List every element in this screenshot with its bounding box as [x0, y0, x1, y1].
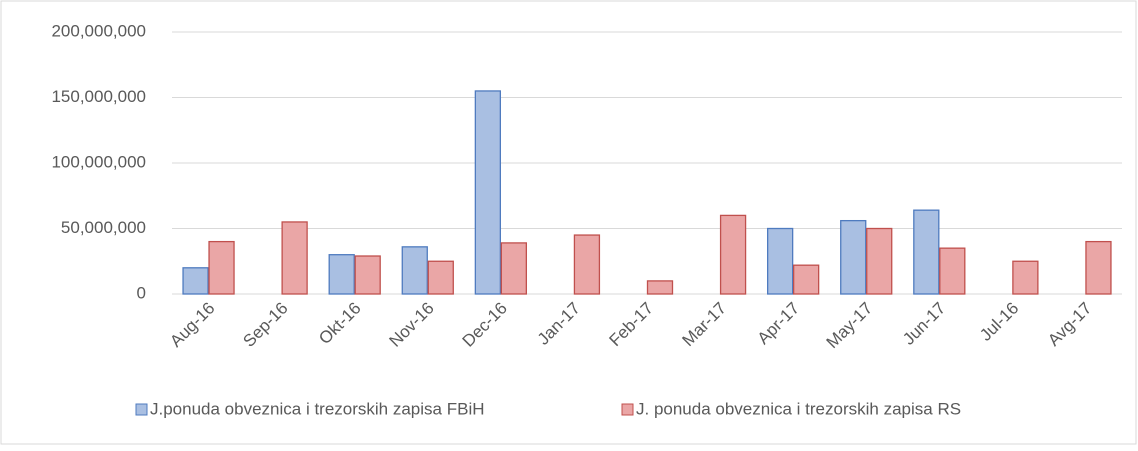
bar — [719, 214, 747, 295]
bar — [840, 219, 867, 295]
legend-label: J. ponuda obveznica i trezorskih zapisa … — [636, 399, 961, 418]
bar — [208, 240, 235, 295]
bar — [1012, 260, 1039, 295]
y-tick-label: 50,000,000 — [61, 218, 146, 237]
bar — [182, 267, 209, 295]
bar — [500, 242, 527, 295]
y-tick-label: 100,000,000 — [51, 152, 146, 171]
y-tick-label: 200,000,000 — [51, 21, 146, 40]
bar — [427, 260, 454, 295]
y-tick-label: 0 — [137, 283, 146, 302]
bar — [1085, 240, 1112, 295]
y-tick-label: 150,000,000 — [51, 87, 146, 106]
bar — [793, 264, 820, 295]
bar — [913, 209, 940, 295]
bar — [573, 234, 601, 295]
legend-swatch — [135, 403, 148, 416]
legend-label: J.ponuda obveznica i trezorskih zapisa F… — [150, 399, 485, 418]
bar — [328, 254, 355, 295]
legend-swatch — [621, 403, 634, 416]
bar — [474, 90, 501, 295]
bar — [281, 221, 308, 295]
bar — [939, 247, 966, 295]
bar — [646, 280, 674, 295]
bar — [401, 246, 428, 295]
bar — [767, 227, 794, 295]
bar — [354, 255, 381, 295]
bar — [866, 227, 893, 295]
